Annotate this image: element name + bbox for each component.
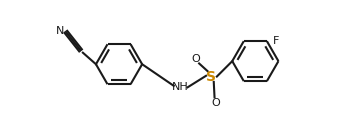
Text: NH: NH	[172, 82, 189, 92]
Text: N: N	[55, 26, 64, 36]
Text: O: O	[211, 98, 220, 108]
Text: F: F	[273, 36, 279, 46]
Text: O: O	[192, 54, 201, 64]
Text: S: S	[206, 70, 216, 84]
